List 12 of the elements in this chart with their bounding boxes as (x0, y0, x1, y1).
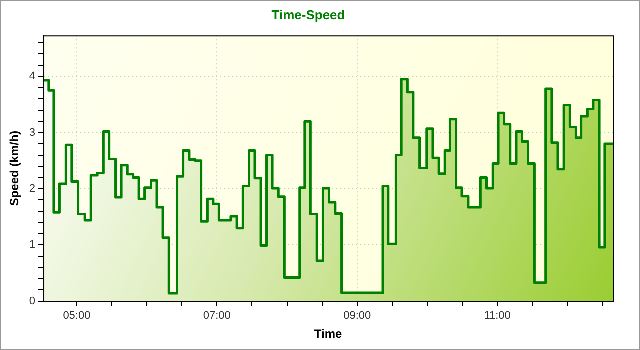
x-tick-label: 05:00 (63, 310, 91, 322)
y-tick-label: 4 (29, 70, 36, 83)
y-tick-label: 1 (29, 239, 36, 252)
chart-title: Time-Speed (272, 7, 346, 22)
y-axis-title: Speed (km/h) (8, 130, 22, 206)
y-tick-label: 0 (29, 295, 36, 308)
y-tick-label: 2 (29, 183, 36, 196)
x-axis-title: Time (314, 327, 342, 342)
x-tick-label: 09:00 (344, 310, 372, 322)
y-tick-label: 3 (29, 126, 36, 139)
x-tick-label: 07:00 (203, 310, 231, 322)
x-tick-label: 11:00 (484, 310, 511, 322)
